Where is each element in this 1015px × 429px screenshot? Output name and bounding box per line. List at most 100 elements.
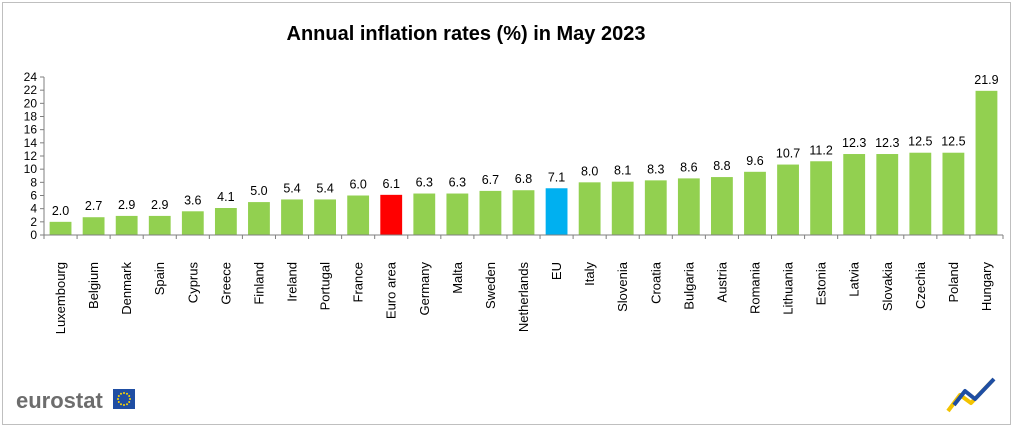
x-tick-label: Cyprus <box>185 262 200 304</box>
y-tick-label: 22 <box>24 83 38 97</box>
data-label: 12.5 <box>941 135 965 149</box>
eu-star <box>120 403 122 406</box>
x-tick-label: Croatia <box>648 261 663 304</box>
data-label: 2.9 <box>118 198 135 212</box>
eu-star <box>128 401 131 403</box>
x-tick-label: Spain <box>152 262 167 295</box>
x-tick-label: Estonia <box>814 261 829 305</box>
bar-bulgaria <box>677 178 700 235</box>
eu-star <box>126 403 128 406</box>
bar-romania <box>744 171 766 235</box>
eu-star <box>117 395 120 397</box>
y-tick-label: 10 <box>24 162 38 176</box>
y-tick-label: 6 <box>30 189 37 203</box>
bar-greece <box>214 208 237 235</box>
data-label: 7.1 <box>548 170 565 184</box>
bar-croatia <box>644 180 667 235</box>
bar-belgium <box>82 217 105 235</box>
bar-sweden <box>479 190 502 235</box>
bar-eu <box>545 188 568 235</box>
eu-star <box>123 404 125 406</box>
y-tick-label: 18 <box>24 110 38 124</box>
bar-chart: Annual inflation rates (%) in May 2023 0… <box>16 23 1004 413</box>
data-label: 6.3 <box>449 176 466 190</box>
data-label: 8.3 <box>647 162 664 176</box>
data-label: 4.1 <box>217 190 234 204</box>
x-tick-label: Sweden <box>483 262 498 309</box>
x-tick-label: Euro area <box>384 261 399 319</box>
bar-italy <box>578 182 601 235</box>
bar-czechia <box>909 152 932 235</box>
x-tick-label: Slovakia <box>880 261 895 311</box>
x-tick-label: Latvia <box>847 261 862 296</box>
x-tick-label: Finland <box>251 262 266 305</box>
data-label: 6.0 <box>349 178 366 192</box>
data-label: 6.1 <box>383 177 400 191</box>
data-label: 6.8 <box>515 172 532 186</box>
x-tick-label: Italy <box>582 262 597 286</box>
bar-denmark <box>115 215 138 235</box>
x-tick-label: Austria <box>714 261 729 302</box>
x-tick-label: Malta <box>450 261 465 294</box>
bar-slovenia <box>611 181 634 235</box>
chart-title: Annual inflation rates (%) in May 2023 <box>287 23 646 45</box>
y-tick-label: 4 <box>30 202 37 216</box>
bar-cyprus <box>181 211 204 235</box>
x-tick-label: Czechia <box>913 261 928 309</box>
eu-star <box>123 392 125 394</box>
data-label: 5.4 <box>283 181 300 195</box>
x-tick-label: Slovenia <box>615 261 630 312</box>
bar-germany <box>413 193 436 235</box>
bar-slovakia <box>876 154 899 235</box>
x-tick-label: Lithuania <box>781 261 796 315</box>
data-label: 12.3 <box>875 136 899 150</box>
y-tick-label: 16 <box>24 123 38 137</box>
data-label: 8.8 <box>713 159 730 173</box>
bar-portugal <box>314 199 336 235</box>
bar-lithuania <box>777 164 799 235</box>
eu-star <box>120 392 122 395</box>
x-tick-label: EU <box>549 262 564 280</box>
y-tick-label: 20 <box>24 96 38 110</box>
data-label: 5.4 <box>316 181 333 195</box>
eu-star <box>129 398 131 400</box>
data-label: 10.7 <box>776 147 800 161</box>
x-tick-label: Denmark <box>119 262 134 315</box>
x-tick-label: Belgium <box>86 262 101 309</box>
bar-latvia <box>843 154 866 235</box>
bar-austria <box>711 177 733 235</box>
x-axis: Luxembourg Belgium Denmark Spain Cyprus Greec… <box>43 234 1004 334</box>
data-label: 21.9 <box>974 73 998 87</box>
data-label: 12.3 <box>842 136 866 150</box>
bar-ireland <box>281 199 303 235</box>
bar-france <box>347 195 370 235</box>
eu-star <box>117 401 120 403</box>
bar-finland <box>248 202 270 235</box>
data-label: 8.1 <box>614 164 631 178</box>
x-tick-label: Romania <box>747 261 762 314</box>
data-label: 11.2 <box>809 143 832 157</box>
eu-flag-icon <box>113 389 135 409</box>
bar-estonia <box>810 161 833 235</box>
data-label: 2.7 <box>85 199 102 213</box>
data-label: 8.6 <box>680 160 697 174</box>
eu-star <box>126 392 128 395</box>
bar-spain <box>148 215 171 235</box>
eu-star <box>128 395 131 397</box>
x-tick-label: Ireland <box>285 262 300 302</box>
x-tick-label: France <box>351 262 366 302</box>
eurostat-logo-text: eurostat <box>16 388 103 413</box>
y-tick-label: 24 <box>24 70 38 84</box>
bar-euro-area <box>380 194 403 235</box>
data-label: 3.6 <box>184 193 201 207</box>
x-tick-label: Luxembourg <box>53 262 68 334</box>
y-tick-label: 0 <box>30 228 37 242</box>
data-label: 2.9 <box>151 198 168 212</box>
bars <box>49 90 998 235</box>
data-label: 12.5 <box>908 135 932 149</box>
data-label: 5.0 <box>250 184 267 198</box>
data-label: 6.3 <box>416 176 433 190</box>
value-labels: 2.0 2.7 2.9 2.9 3.6 4.1 5.0 5.4 5.4 6.0 6.1 6.3 6.3 6… <box>52 73 999 218</box>
